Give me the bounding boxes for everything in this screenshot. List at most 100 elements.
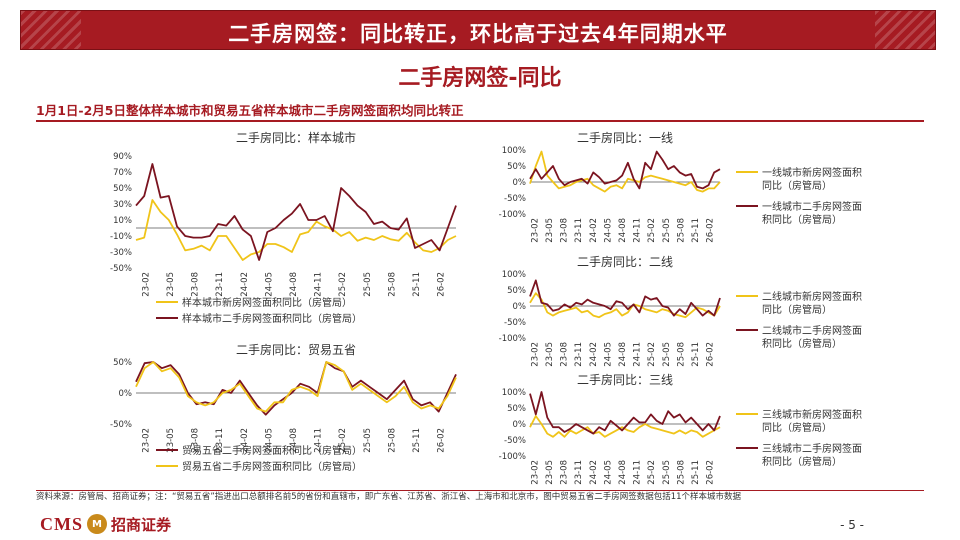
legend-label: 一线城市新房网签面积 [762, 166, 862, 179]
title-banner: 二手房网签：同比转正，环比高于过去4年同期水平 [20, 10, 936, 50]
x-tick-label: 23-02 [530, 218, 540, 243]
x-tick-label: 25-08 [387, 272, 397, 297]
company-logo: CMS M 招商证券 [40, 512, 171, 536]
x-tick-label: 25-11 [412, 428, 422, 453]
y-tick-label: 50% [507, 404, 526, 414]
x-tick-label: 24-02 [240, 428, 250, 453]
y-tick-label: -50% [110, 420, 132, 430]
y-tick-label: 30% [113, 200, 132, 210]
x-tick-label: 23-02 [141, 428, 151, 453]
x-tick-label: 23-08 [560, 342, 570, 367]
x-tick-label: 25-05 [662, 460, 672, 485]
y-tick-label: -100% [499, 334, 526, 344]
chart-title: 二手房同比：二线 [577, 254, 673, 269]
legend-label: 同比（房管局） [762, 179, 832, 192]
x-tick-label: 24-08 [618, 342, 628, 367]
x-tick-label: 25-05 [363, 272, 373, 297]
x-tick-label: 25-11 [412, 272, 422, 297]
x-tick-label: 25-02 [647, 218, 657, 243]
x-tick-label: 23-08 [560, 460, 570, 485]
series-line-0 [529, 415, 721, 438]
logo-emblem-icon: M [87, 514, 107, 534]
x-tick-label: 24-11 [633, 342, 643, 367]
logo-cn-text: 招商证券 [111, 515, 172, 534]
x-tick-label: 25-02 [647, 460, 657, 485]
x-tick-label: 25-08 [676, 342, 686, 367]
x-tick-label: 24-02 [589, 460, 599, 485]
chart-title: 二手房同比：贸易五省 [236, 342, 356, 357]
x-tick-label: 24-08 [289, 428, 299, 453]
y-tick-label: 50% [507, 162, 526, 172]
x-tick-label: 25-11 [691, 218, 701, 243]
x-tick-label: 25-02 [647, 342, 657, 367]
legend-label: 样本城市二手房网签面积同比（房管局） [182, 312, 362, 325]
x-tick-label: 24-05 [603, 460, 613, 485]
legend-label: 同比（房管局） [762, 421, 832, 434]
x-tick-label: 26-02 [437, 272, 447, 297]
x-tick-label: 23-05 [166, 428, 176, 453]
x-tick-label: 25-05 [662, 342, 672, 367]
caption-divider [36, 120, 924, 122]
x-tick-label: 23-11 [574, 218, 584, 243]
x-tick-label: 23-11 [574, 342, 584, 367]
legend-label: 同比（房管局） [762, 303, 832, 316]
y-tick-label: -50% [504, 194, 526, 204]
legend-label: 积同比（房管局） [762, 213, 842, 226]
y-tick-label: 100% [502, 270, 526, 280]
x-tick-label: 25-05 [363, 428, 373, 453]
series-line-1 [529, 150, 721, 190]
x-tick-label: 25-02 [338, 428, 348, 453]
x-tick-label: 23-11 [215, 428, 225, 453]
x-tick-label: 24-02 [589, 342, 599, 367]
figure-caption: 1月1日-2月5日整体样本城市和贸易五省样本城市二手房网签面积均同比转正 [36, 103, 464, 118]
x-tick-label: 23-05 [545, 342, 555, 367]
chart-title: 二手房同比：一线 [577, 130, 673, 145]
x-tick-label: 24-08 [618, 218, 628, 243]
y-tick-label: -50% [110, 264, 132, 274]
chart-tier2: 二手房同比：二线 100% 50% 0% -50% -100% 23-02 23-05 23-0… [499, 254, 862, 367]
x-tick-label: 26-02 [706, 218, 716, 243]
x-tick-label: 25-02 [338, 272, 348, 297]
x-tick-label: 23-05 [166, 272, 176, 297]
x-tick-label: 23-02 [530, 342, 540, 367]
x-tick-label: 26-02 [706, 342, 716, 367]
x-tick-label: 26-02 [706, 460, 716, 485]
source-note: 资料来源：房管局、招商证券；注：“贸易五省”指进出口总额排名前5的省份和直辖市，… [36, 492, 742, 502]
x-tick-label: 23-11 [215, 272, 225, 297]
legend-label: 贸易五省二手房网签面积同比（房管局） [182, 444, 362, 457]
banner-stripes-right [875, 11, 935, 49]
y-tick-label: 50% [113, 184, 132, 194]
y-tick-label: -100% [499, 210, 526, 220]
x-tick-label: 24-08 [289, 272, 299, 297]
x-tick-label: 24-05 [603, 342, 613, 367]
x-tick-label: 23-08 [191, 428, 201, 453]
y-tick-label: 70% [113, 168, 132, 178]
y-tick-label: 100% [502, 388, 526, 398]
series-line-1 [529, 391, 721, 435]
legend-label: 积同比（房管局） [762, 455, 842, 468]
x-tick-label: 24-11 [314, 272, 324, 297]
x-tick-label: 25-11 [691, 342, 701, 367]
legend-label: 积同比（房管局） [762, 337, 842, 350]
y-tick-label: -10% [110, 232, 132, 242]
y-tick-label: 50% [113, 358, 132, 368]
y-tick-label: 50% [507, 286, 526, 296]
series-line-1 [135, 361, 457, 413]
chart-title: 二手房同比：样本城市 [236, 130, 356, 145]
series-line-0 [135, 199, 457, 261]
y-tick-label: 100% [502, 146, 526, 156]
legend-label: 二线城市二手房网签面 [762, 324, 862, 337]
y-tick-label: 0% [119, 389, 133, 399]
x-tick-label: 26-02 [437, 428, 447, 453]
x-tick-label: 25-11 [691, 460, 701, 485]
x-tick-label: 23-02 [530, 460, 540, 485]
legend-label: 一线城市二手房网签面 [762, 200, 862, 213]
x-tick-label: 24-11 [633, 460, 643, 485]
x-tick-label: 23-08 [191, 272, 201, 297]
section-subtitle: 二手房网签-同比 [398, 66, 562, 91]
logo-cms-text: CMS [40, 513, 83, 534]
x-tick-label: 24-05 [603, 218, 613, 243]
y-tick-label: 0% [513, 302, 527, 312]
legend-label: 三线城市二手房网签面 [762, 442, 862, 455]
y-tick-label: -30% [110, 248, 132, 258]
